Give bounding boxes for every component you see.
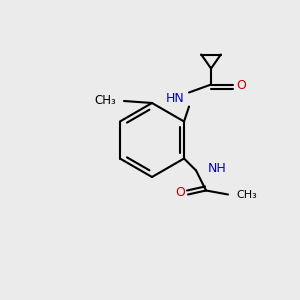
Text: O: O: [175, 186, 185, 199]
Text: NH: NH: [208, 162, 227, 175]
Text: CH₃: CH₃: [236, 190, 257, 200]
Text: CH₃: CH₃: [94, 94, 116, 106]
Text: HN: HN: [166, 92, 184, 105]
Text: O: O: [236, 79, 246, 92]
